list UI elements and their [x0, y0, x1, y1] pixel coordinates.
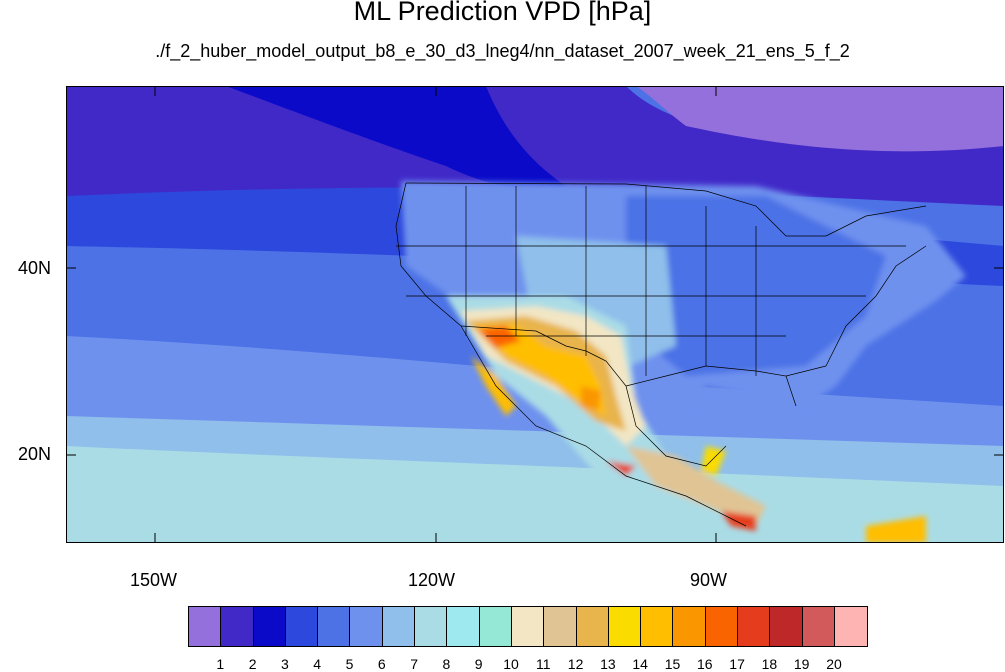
field-band-7	[66, 446, 1004, 543]
colorbar-box-16	[705, 607, 739, 646]
colorbar-label: 1	[216, 656, 225, 672]
colorbar-box-19	[802, 607, 835, 646]
land-venezuela	[866, 516, 926, 543]
vpd-map	[66, 86, 1004, 543]
colorbar-label: 7	[410, 656, 418, 672]
land-desert-16	[478, 326, 521, 348]
colorbar-label: 10	[503, 656, 519, 672]
colorbar-box-18	[770, 607, 803, 646]
map-frame-border	[66, 86, 1004, 543]
colorbar-box-10	[511, 607, 545, 646]
colorbar-label: 4	[313, 656, 322, 672]
colorbar-box-20	[834, 607, 868, 646]
colorbar-label: 3	[280, 656, 289, 672]
colorbar-label: 2	[248, 656, 257, 672]
colorbar-label: 16	[697, 656, 713, 672]
colorbar-box-6	[382, 607, 416, 646]
colorbar-label: 19	[793, 656, 810, 672]
land-desert-14	[476, 324, 606, 416]
land-yucatan	[701, 446, 726, 476]
field-band-3b	[226, 86, 566, 190]
colorbar-box-13	[608, 607, 642, 646]
land-mexico	[626, 446, 766, 526]
colorbar-label: 8	[442, 656, 451, 672]
colorbar-label: 5	[345, 656, 354, 672]
colorbar-box-14	[641, 607, 674, 646]
colorbar-label: 15	[664, 656, 681, 672]
colorbar-box-2	[253, 607, 286, 646]
state-borders	[395, 182, 927, 527]
east-coast	[825, 245, 927, 367]
colorbar-label: 9	[474, 656, 483, 672]
field-band-2	[66, 86, 1004, 206]
plot-title: ML Prediction VPD [hPa]	[353, 0, 652, 26]
colorbar-box-1	[221, 607, 254, 646]
colorbar-box-9	[479, 607, 512, 646]
colorbar-box-4	[318, 607, 351, 646]
colorbar-label: 13	[600, 656, 616, 672]
colorbar-box-11	[544, 607, 577, 646]
us-west-coast	[395, 182, 462, 327]
land-baja	[471, 356, 516, 416]
colorbar	[188, 606, 869, 647]
vpd-map-svg	[66, 86, 1004, 543]
colorbar-label: 20	[826, 656, 842, 672]
colorbar-label: 12	[567, 656, 584, 672]
lon-tick-120w: 120W	[408, 570, 456, 590]
gulf-coast	[625, 365, 827, 407]
land-central-america	[721, 511, 756, 531]
lat-tick-40n: 40N	[18, 258, 52, 278]
colorbar-box-17	[738, 607, 771, 646]
field-band-1	[636, 86, 1004, 152]
land-mexico-hot	[606, 461, 636, 476]
plot-subtitle: ./f_2_huber_model_output_b8_e_30_d3_lneg…	[155, 41, 850, 61]
colorbar-label: 18	[761, 656, 778, 672]
colorbar-box-0	[189, 607, 222, 646]
land-desert-16b	[581, 386, 601, 411]
colorbar-label: 6	[377, 656, 386, 672]
colorbar-label: 14	[632, 656, 648, 672]
lon-tick-150w: 150W	[130, 570, 178, 590]
colorbar-label: 17	[729, 656, 745, 672]
mexico-coast-east	[625, 385, 727, 467]
colorbar-box-3	[285, 607, 319, 646]
us-canada-border	[405, 182, 927, 237]
map-ticks	[66, 86, 1004, 543]
lon-tick-90w: 90W	[690, 570, 728, 590]
colorbar-box-8	[447, 607, 480, 646]
colorbar-box-15	[673, 607, 706, 646]
colorbar-box-12	[576, 607, 609, 646]
colorbar-box-7	[415, 607, 448, 646]
mexico-coast-west	[460, 325, 747, 527]
colorbar-box-5	[350, 607, 383, 646]
lat-tick-20n: 20N	[18, 444, 52, 464]
us-mexico-border	[460, 325, 627, 387]
colorbar-label: 11	[536, 656, 551, 672]
